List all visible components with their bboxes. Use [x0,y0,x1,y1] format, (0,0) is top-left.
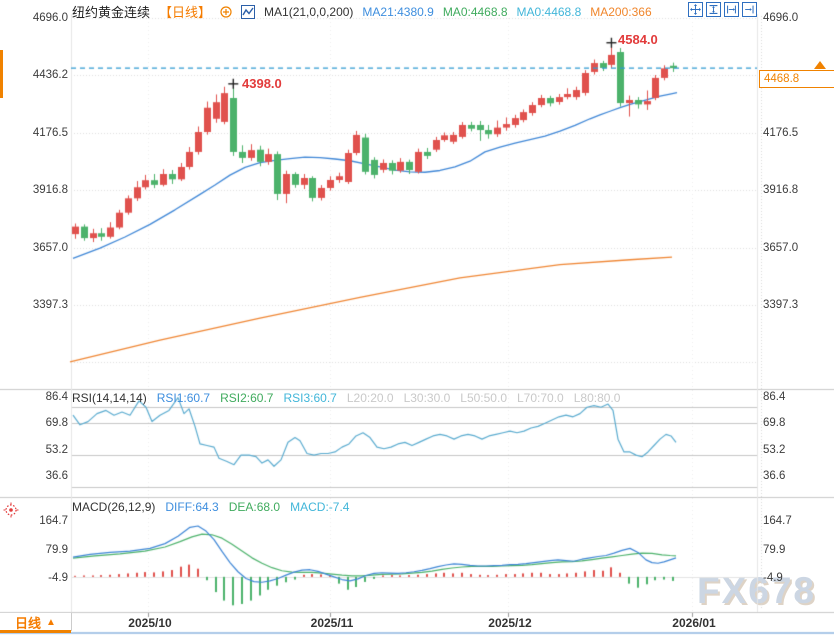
rsi-l50-value: L50:50.0 [460,391,507,405]
axis-label: 79.9 [763,544,786,556]
peak-price-annotation: 4398.0 [242,76,282,91]
time-axis-label: 2025/10 [128,616,172,630]
period-label[interactable]: 【日线】 [159,5,212,20]
rsi-l20-value: L20:20.0 [346,391,394,405]
axis-label: 164.7 [39,515,68,527]
axis-label: 36.6 [45,470,68,482]
main-header: 纽约黄金连续 【日线】 MA1(21,0,0,200) MA21:4380.9 … [72,2,652,21]
tab-active-underline [0,630,71,633]
macd-header: MACD(26,12,9) DIFF:64.3 DEA:68.0 MACD:-7… [72,500,349,514]
chart-toolbar [688,2,757,17]
indicator-settings-sun-icon[interactable] [3,502,19,518]
pan-tool-icon[interactable] [688,2,703,17]
peak-price-annotation: 4584.0 [618,32,658,47]
axis-label: 53.2 [45,444,68,456]
axis-label: 3916.8 [763,184,799,196]
time-axis-label: 2025/11 [310,616,354,630]
fit-vertical-icon[interactable] [706,2,721,17]
ma-group-label[interactable]: MA1(21,0,0,200) [264,4,354,19]
axis-label: 164.7 [763,515,792,527]
time-axis-label: 2026/01 [672,616,716,630]
current-price-box: 4468.8 [759,70,834,88]
ma0-cyan-value: MA0:4468.8 [516,4,582,19]
ma0-green-value: MA0:4468.8 [442,4,508,19]
axis-label: 86.4 [763,391,786,403]
axis-label: 53.2 [763,444,786,456]
time-axis-label: 2025/12 [488,616,532,630]
ma21-value: MA21:4380.9 [362,4,434,19]
rsi1-value: RSI1:60.7 [156,391,211,405]
axis-label: 4696.0 [32,12,68,24]
axis-label: 4176.5 [763,127,799,139]
axis-label: -4.9 [48,572,68,584]
go-to-latest-icon[interactable] [742,2,757,17]
fit-horizontal-icon[interactable] [724,2,739,17]
axis-label: 3397.3 [763,299,799,311]
latest-price-arrow-icon [814,61,826,69]
axis-label: 69.8 [763,417,786,429]
collapse-circle-icon[interactable] [220,5,232,18]
rsi2-value: RSI2:60.7 [220,391,274,405]
tab-daily-period[interactable]: 日线 ▲ [0,613,72,631]
rsi-l30-value: L30:30.0 [403,391,451,405]
left-accent-bar [0,50,3,98]
axis-label: 4436.2 [32,69,68,81]
rsi-title[interactable]: RSI(14,14,14) [72,391,147,405]
axis-label: 4176.5 [32,127,68,139]
macd-hist-value: MACD:-7.4 [290,500,350,514]
macd-diff-value: DIFF:64.3 [165,500,219,514]
axis-label: 3657.0 [763,242,799,254]
axis-label: 69.8 [45,417,68,429]
axis-label: 3657.0 [32,242,68,254]
ma200-value: MA200:366 [590,4,652,19]
macd-dea-value: DEA:68.0 [228,500,281,514]
tab-daily-label: 日线 [15,615,42,631]
axis-label: 3397.3 [32,299,68,311]
axis-label: 36.6 [763,470,786,482]
instrument-name: 纽约黄金连续 [72,5,151,20]
axis-label: 86.4 [45,391,68,403]
axis-label: 4696.0 [763,12,799,24]
axis-label: 3916.8 [32,184,68,196]
rsi-l70-value: L70:70.0 [517,391,564,405]
macd-title[interactable]: MACD(26,12,9) [72,500,156,514]
axis-label: -4.9 [763,572,783,584]
rsi-header: RSI(14,14,14) RSI1:60.7 RSI2:60.7 RSI3:6… [72,391,620,405]
tab-arrow-icon: ▲ [46,616,56,628]
axis-label: 79.9 [45,544,68,556]
indicator-chart-icon[interactable] [241,4,256,19]
rsi3-value: RSI3:60.7 [283,391,337,405]
rsi-l80-value: L80:80.0 [573,391,621,405]
